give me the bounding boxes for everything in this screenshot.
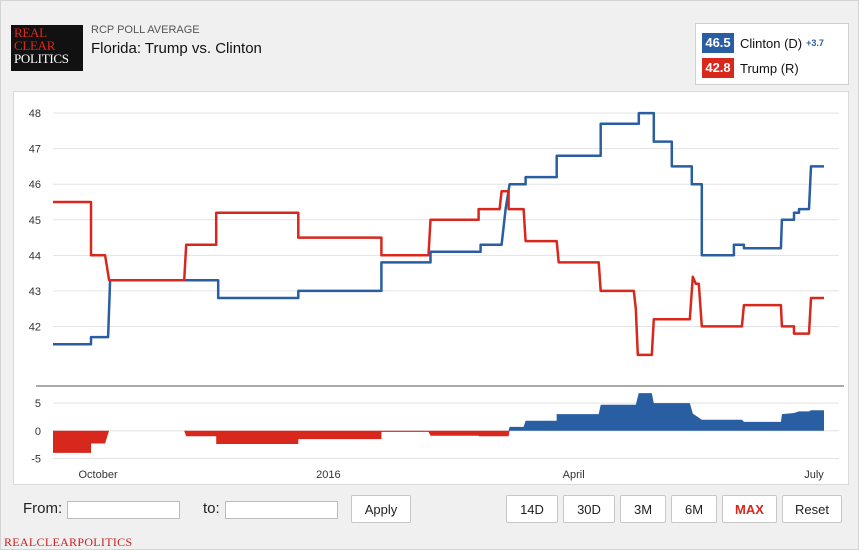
legend-item-clinton: 46.5 Clinton (D) +3.7 [702, 32, 824, 54]
y-tick-label: 42 [29, 321, 41, 333]
legend-spread: +3.7 [806, 38, 824, 48]
date-controls: From: to: Apply 14D 30D 3M 6M MAX Reset [13, 489, 847, 531]
chart-svg[interactable]: 42 43 44 45 46 47 48 -5 0 5 October 2016 April July [14, 92, 848, 484]
from-date-input[interactable] [67, 501, 180, 519]
legend-value-clinton: 46.5 [702, 33, 734, 53]
x-tick-label: April [563, 469, 585, 481]
y-tick-label: 43 [29, 286, 41, 298]
range-6m-button[interactable]: 6M [671, 495, 717, 523]
header: REAL CLEAR POLITICS RCP POLL AVERAGE Flo… [1, 1, 858, 89]
spread-tick-label: -5 [31, 453, 41, 465]
series-line-clinton [53, 111, 824, 346]
spread-tick-label: 0 [35, 426, 41, 438]
x-tick-label: October [78, 469, 117, 481]
reset-button[interactable]: Reset [782, 495, 842, 523]
to-date-input[interactable] [225, 501, 338, 519]
kicker-text: RCP POLL AVERAGE [91, 24, 200, 36]
spread-area-trump [53, 430, 824, 453]
y-tick-label: 46 [29, 179, 41, 191]
range-14d-button[interactable]: 14D [506, 495, 558, 523]
legend-name-trump: Trump (R) [740, 60, 799, 76]
range-3m-button[interactable]: 3M [620, 495, 666, 523]
y-tick-label: 45 [29, 215, 41, 227]
from-label: From: [23, 500, 63, 517]
logo-line-2: CLEAR [12, 39, 80, 52]
series-line-trump [53, 190, 824, 357]
rcp-logo[interactable]: REAL CLEAR POLITICS [11, 25, 83, 71]
range-max-button[interactable]: MAX [722, 495, 777, 523]
logo-line-3: POLITICS [12, 52, 82, 65]
legend-name-clinton: Clinton (D) [740, 35, 803, 51]
logo-line-1: REAL [12, 26, 80, 39]
footer-brand: REALCLEARPOLITICS [4, 535, 133, 549]
apply-button[interactable]: Apply [351, 495, 411, 523]
to-label: to: [203, 500, 220, 517]
x-tick-label: 2016 [316, 469, 340, 481]
legend-value-trump: 42.8 [702, 58, 734, 78]
y-tick-label: 44 [29, 250, 41, 262]
spread-area-clinton [53, 393, 824, 431]
legend-item-trump: 42.8 Trump (R) [702, 57, 799, 79]
legend: 46.5 Clinton (D) +3.7 42.8 Trump (R) [695, 23, 849, 85]
x-tick-label: July [804, 469, 824, 481]
y-tick-label: 47 [29, 144, 41, 156]
chart-title: Florida: Trump vs. Clinton [91, 40, 262, 57]
spread-tick-label: 5 [35, 398, 41, 410]
y-tick-label: 48 [29, 108, 41, 120]
plot-area[interactable]: 42 43 44 45 46 47 48 -5 0 5 October 2016 April July [13, 91, 849, 485]
range-30d-button[interactable]: 30D [563, 495, 615, 523]
